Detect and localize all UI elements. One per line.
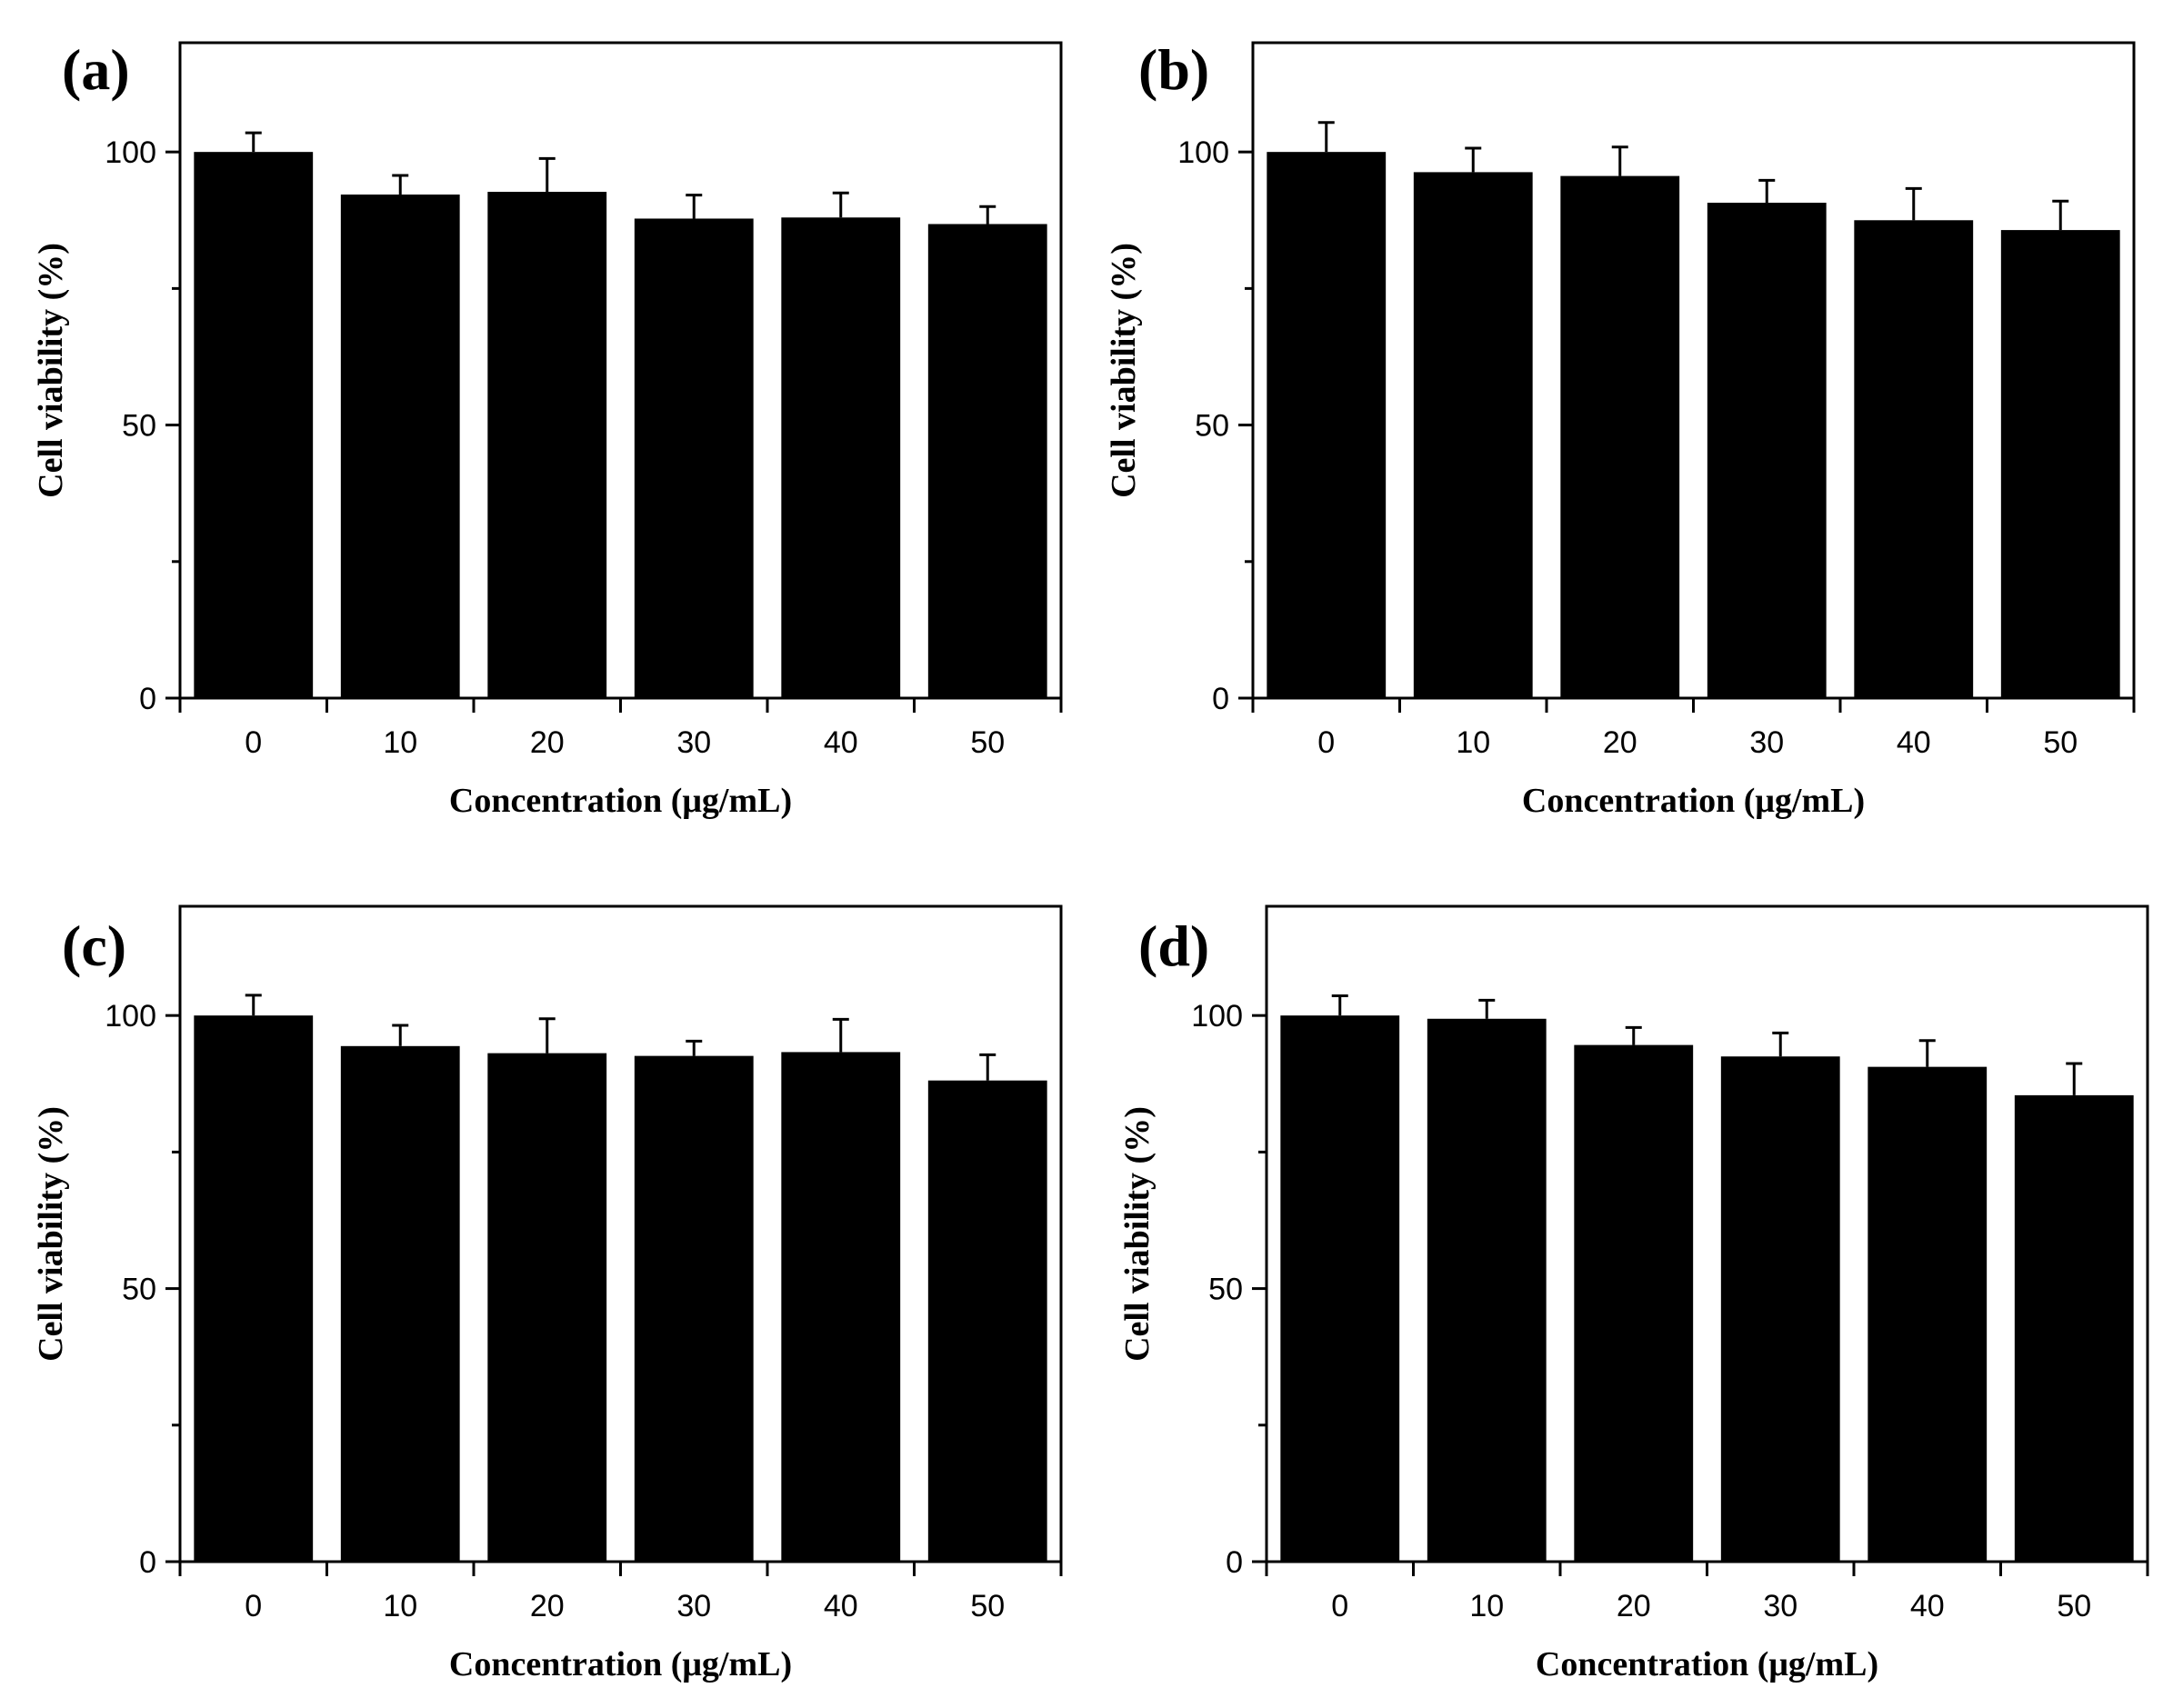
bar[interactable] [1427,1018,1547,1562]
panel-label: (d) [1138,914,1209,978]
y-axis-title: Cell viability (%) [1105,243,1143,498]
bar[interactable] [1854,220,1974,699]
x-tick-label: 10 [1469,1589,1504,1623]
x-tick-label: 0 [1317,725,1335,760]
x-axis-title: Concentration (μg/mL) [1522,782,1865,820]
chart-panel: (d) 0 50 100 0 10 20 30 40 50 Concentration (μg/mL… [1118,904,2149,1683]
y-tick-label: 50 [1208,1273,1243,1307]
bar[interactable] [1560,175,1680,698]
y-tick-label: 100 [1177,135,1229,170]
x-tick-label: 30 [1749,725,1784,760]
bar[interactable] [487,192,607,699]
chart-panel: (b) 0 50 100 0 10 20 30 40 50 Concentration (μg/mL… [1105,37,2136,820]
x-tick-label: 0 [1331,1589,1348,1623]
x-tick-label: 50 [970,1589,1005,1623]
chart-panel: (c) 0 50 100 0 10 20 30 40 50 Concentration (μg/mL… [32,904,1063,1683]
chart-panel: (a) 0 50 100 0 10 20 30 40 50 Concentration (μg/mL… [32,37,1063,820]
bar[interactable] [340,195,460,698]
x-tick-label: 50 [970,725,1005,760]
y-tick-label: 0 [139,1545,156,1580]
bar[interactable] [927,224,1047,698]
y-axis-title: Cell viability (%) [1118,1106,1157,1362]
y-tick-label: 50 [122,409,156,444]
panel-label: (b) [1138,37,1209,102]
bar[interactable] [194,1015,314,1562]
bar[interactable] [1720,1056,1840,1562]
y-tick-label: 0 [1212,682,1229,716]
bar[interactable] [1574,1044,1694,1562]
x-tick-label: 40 [824,1589,858,1623]
x-tick-label: 20 [530,725,565,760]
bar[interactable] [1868,1066,1988,1562]
bar[interactable] [487,1053,607,1562]
x-tick-label: 50 [2043,725,2078,760]
x-tick-label: 40 [824,725,858,760]
y-tick-label: 50 [1195,409,1229,444]
x-tick-label: 10 [1456,725,1490,760]
panel-label: (c) [62,914,126,978]
x-axis-title: Concentration (μg/mL) [1536,1645,1878,1683]
x-axis-title: Concentration (μg/mL) [449,782,792,820]
x-tick-label: 30 [676,1589,711,1623]
bar[interactable] [1280,1015,1400,1562]
bar[interactable] [1707,203,1827,698]
y-tick-label: 50 [122,1273,156,1307]
y-tick-label: 100 [105,999,156,1034]
x-tick-label: 40 [1897,725,1931,760]
bar[interactable] [1267,152,1387,698]
x-tick-label: 10 [383,725,417,760]
bar[interactable] [634,218,754,699]
y-tick-label: 0 [1226,1545,1243,1580]
x-tick-label: 20 [1617,1589,1651,1623]
bar[interactable] [2000,230,2120,699]
x-tick-label: 40 [1910,1589,1945,1623]
y-tick-label: 0 [139,682,156,716]
y-axis-title: Cell viability (%) [32,243,70,498]
bar[interactable] [781,217,901,698]
x-axis-title: Concentration (μg/mL) [449,1645,792,1683]
x-tick-label: 30 [676,725,711,760]
x-tick-label: 50 [2057,1589,2091,1623]
bar[interactable] [634,1055,754,1562]
x-tick-label: 20 [530,1589,565,1623]
bar[interactable] [1413,172,1533,698]
x-tick-label: 20 [1603,725,1637,760]
bar[interactable] [194,152,314,698]
y-tick-label: 100 [105,135,156,170]
bar[interactable] [927,1080,1047,1562]
x-tick-label: 30 [1763,1589,1797,1623]
bar[interactable] [340,1045,460,1562]
y-tick-label: 100 [1191,999,1243,1034]
bar[interactable] [2014,1094,2134,1562]
x-tick-label: 0 [245,1589,262,1623]
x-tick-label: 0 [245,725,262,760]
bar[interactable] [781,1052,901,1562]
y-axis-title: Cell viability (%) [32,1106,70,1362]
x-tick-label: 10 [383,1589,417,1623]
panel-label: (a) [62,37,130,102]
